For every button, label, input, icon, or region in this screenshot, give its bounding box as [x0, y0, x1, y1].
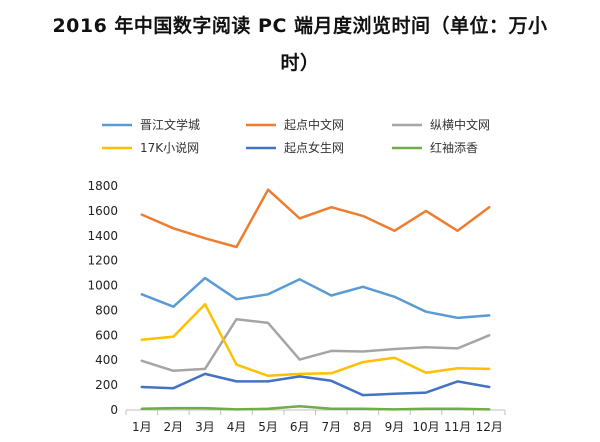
series-line-5 [140, 405, 491, 411]
x-tick-label: 12月 [476, 420, 503, 434]
legend-label: 起点中文网 [284, 117, 344, 132]
legend-label: 晋江文学城 [140, 117, 200, 132]
chart-series [140, 188, 491, 411]
y-tick-label: 800 [95, 303, 118, 317]
y-tick-label: 600 [95, 328, 118, 342]
legend-label: 纵横中文网 [430, 117, 490, 132]
y-tick-label: 1600 [87, 204, 118, 218]
x-tick-label: 4月 [227, 420, 247, 434]
y-tick-label: 200 [95, 378, 118, 392]
chart-legend: 晋江文学城 起点中文网 纵横中文网 17K小说网 起点女生网 红袖添香 [102, 117, 490, 155]
x-tick-label: 2月 [164, 420, 184, 434]
y-tick-label: 0 [110, 403, 118, 417]
series-line-1 [140, 188, 491, 249]
x-tick-label: 6月 [290, 420, 310, 434]
x-tick-label: 3月 [195, 420, 215, 434]
chart-title: 2016 年中国数字阅读 PC 端月度浏览时间（单位：万小 时） [0, 8, 600, 82]
x-tick-label: 11月 [444, 420, 471, 434]
series-line-4 [140, 372, 491, 397]
y-tick-label: 1400 [87, 229, 118, 243]
y-tick-label: 1200 [87, 254, 118, 268]
chart-title-line1: 2016 年中国数字阅读 PC 端月度浏览时间（单位：万小 [52, 15, 548, 37]
series-line-3 [140, 302, 491, 378]
x-tick-label: 1月 [132, 420, 152, 434]
x-tick-label: 5月 [258, 420, 278, 434]
x-tick-label: 8月 [353, 420, 373, 434]
y-tick-label: 400 [95, 353, 118, 367]
series-line-2 [140, 317, 491, 373]
y-tick-label: 1800 [87, 179, 118, 193]
legend-label: 17K小说网 [140, 140, 199, 155]
x-tick-label: 7月 [321, 420, 341, 434]
series-line-0 [140, 276, 491, 320]
legend-label: 起点女生网 [284, 140, 344, 155]
x-tick-label: 10月 [412, 420, 439, 434]
legend-label: 红袖添香 [430, 140, 478, 155]
chart-title-line2: 时） [280, 52, 320, 74]
x-tick-label: 9月 [385, 420, 405, 434]
y-tick-label: 1000 [87, 279, 118, 293]
